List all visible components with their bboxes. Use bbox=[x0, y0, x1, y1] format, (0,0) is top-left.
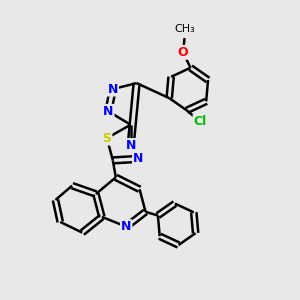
Text: O: O bbox=[178, 46, 188, 59]
Text: N: N bbox=[108, 82, 118, 96]
Text: N: N bbox=[103, 105, 114, 118]
Text: Cl: Cl bbox=[194, 115, 207, 128]
Text: S: S bbox=[102, 132, 111, 145]
Text: N: N bbox=[121, 220, 131, 233]
Text: N: N bbox=[133, 152, 143, 165]
Text: N: N bbox=[125, 139, 136, 152]
Text: CH₃: CH₃ bbox=[174, 24, 195, 34]
